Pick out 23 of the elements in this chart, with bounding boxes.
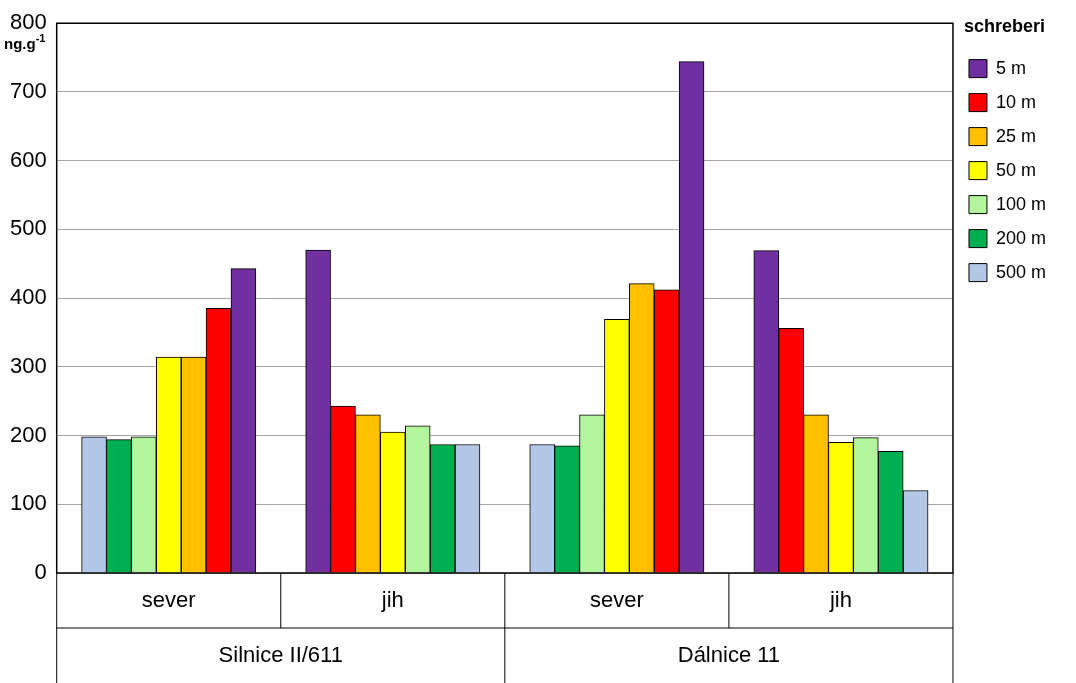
legend-label: 500 m — [995, 261, 1046, 282]
text: Dálnice 11 — [677, 642, 781, 668]
legend-label: 10 m — [995, 91, 1036, 112]
x-tick-label: sever — [589, 587, 644, 613]
legend-label: 5 m — [995, 57, 1026, 78]
y-tick-label: 300 — [9, 352, 47, 378]
y-tick-label: 400 — [9, 284, 47, 310]
legend-label: 25 m — [995, 125, 1036, 146]
text: Silnice II/611 — [218, 642, 343, 668]
y-tick-label: 700 — [9, 77, 47, 103]
legend-label: 50 m — [995, 159, 1036, 180]
y-tick-label: 100 — [9, 490, 47, 516]
x-tick-label: jih — [380, 587, 404, 613]
y-tick-label: 500 — [9, 215, 47, 241]
y-tick-label: 600 — [9, 146, 47, 172]
y-tick-label: 200 — [9, 421, 47, 447]
x-tick-label: jih — [828, 587, 852, 613]
y-tick-label: 0 — [34, 559, 47, 585]
legend-title: schreberi — [963, 15, 1046, 36]
y-tick-label: 800 — [9, 9, 47, 35]
legend-label: 200 m — [995, 227, 1046, 248]
x-tick-label: sever — [141, 587, 196, 613]
legend-label: 100 m — [995, 193, 1046, 214]
